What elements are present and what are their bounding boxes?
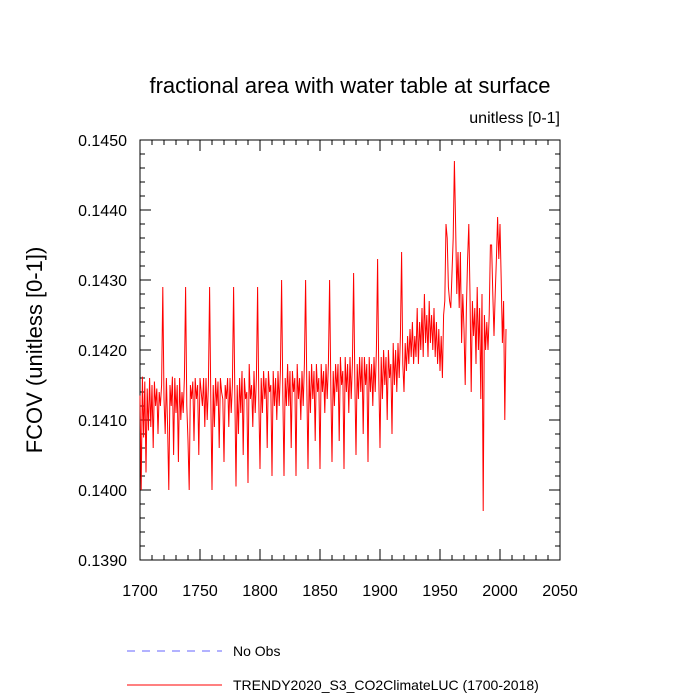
y-tick-label: 0.1390 [78, 553, 127, 570]
legend-label-trendy2020: TRENDY2020_S3_CO2ClimateLUC (1700-2018) [233, 677, 539, 693]
major-ticks [139, 139, 561, 561]
x-tick-label: 2050 [542, 583, 578, 600]
legend-label-no-obs: No Obs [233, 643, 280, 659]
minor-ticks [140, 140, 560, 560]
y-tick-label: 0.1450 [78, 133, 127, 150]
y-tick-label: 0.1420 [78, 343, 127, 360]
units-label: unitless [0-1] [469, 110, 560, 127]
series-line-trendy2020 [139, 160, 507, 512]
x-tick-label: 1700 [122, 583, 158, 600]
x-tick-label: 1800 [242, 583, 278, 600]
legend: No Obs TRENDY2020_S3_CO2ClimateLUC (1700… [127, 643, 539, 693]
x-tick-label: 2000 [482, 583, 518, 600]
y-tick-label: 0.1430 [78, 273, 127, 290]
x-tick-label: 1950 [422, 583, 458, 600]
y-tick-label: 0.1440 [78, 203, 127, 220]
x-tick-label: 1750 [182, 583, 218, 600]
y-tick-labels: 0.1390 0.1400 0.1410 0.1420 0.1430 0.1440 0.14… [78, 133, 127, 570]
y-tick-label: 0.1410 [78, 413, 127, 430]
chart-title: fractional area with water table at surf… [149, 73, 550, 98]
y-axis-label: FCOV (unitless [0-1]) [22, 247, 47, 454]
y-tick-label: 0.1400 [78, 483, 127, 500]
x-tick-label: 1850 [302, 583, 338, 600]
plot-frame [139, 139, 561, 561]
x-tick-labels: 1700 1750 1800 1850 1900 1950 2000 2050 [122, 583, 578, 600]
x-tick-label: 1900 [362, 583, 398, 600]
